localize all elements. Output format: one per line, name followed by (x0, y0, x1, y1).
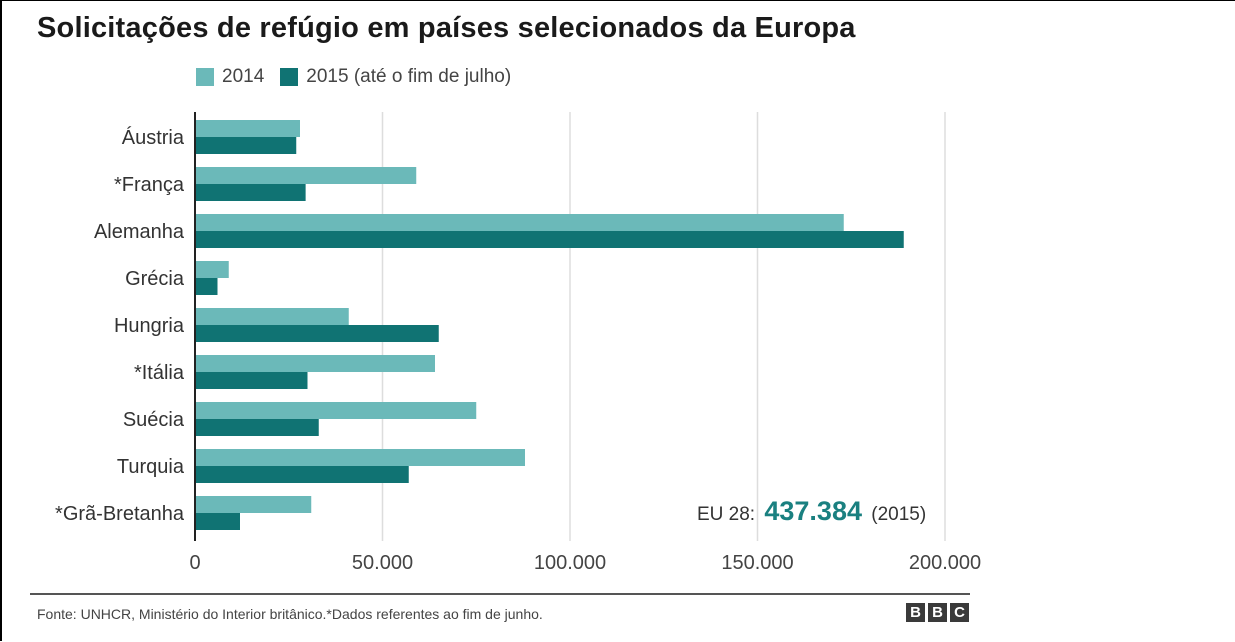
category-label: Alemanha (94, 221, 185, 243)
bar-2014 (195, 496, 312, 513)
legend-swatch-2014 (196, 68, 214, 86)
bar-2014 (195, 167, 417, 184)
category-label: Hungria (114, 315, 185, 337)
chart-legend: 2014 2015 (até o fim de julho) (196, 66, 527, 88)
bar-2014 (195, 308, 349, 325)
bbc-logo-letter: C (950, 603, 969, 622)
chart-title: Solicitações de refúgio em países seleci… (37, 12, 856, 44)
eu-total-annotation: EU 28: 437.384 (2015) (697, 496, 926, 527)
legend-item-2014: 2014 (196, 66, 264, 88)
bar-2015 (195, 278, 218, 295)
bar-2015 (195, 325, 439, 342)
legend-item-2015: 2015 (até o fim de julho) (280, 66, 511, 88)
bar-2014 (195, 120, 300, 137)
x-tick-label: 0 (189, 552, 200, 574)
category-label: *França (114, 174, 185, 196)
category-label: *Grã-Bretanha (55, 503, 185, 525)
x-tick-label: 50.000 (352, 552, 413, 574)
category-label: Grécia (125, 268, 185, 290)
footer-divider (30, 593, 970, 595)
legend-swatch-2015 (280, 68, 299, 86)
x-tick-label: 100.000 (534, 552, 606, 574)
eu-total-value: 437.384 (764, 496, 862, 526)
category-label: Áustria (122, 126, 185, 149)
x-tick-label: 200.000 (909, 552, 981, 574)
category-label: Turquia (117, 456, 185, 478)
legend-label-2014: 2014 (222, 66, 265, 87)
bar-2015 (195, 231, 904, 248)
legend-label-2015: 2015 (até o fim de julho) (306, 66, 512, 87)
bar-2014 (195, 355, 435, 372)
bar-2014 (195, 261, 229, 278)
source-note: Fonte: UNHCR, Ministério do Interior bri… (37, 606, 543, 622)
eu-total-prefix: EU 28: (697, 504, 756, 525)
bar-2014 (195, 402, 477, 419)
eu-total-suffix: (2015) (871, 504, 927, 525)
bar-2014 (195, 449, 525, 466)
bar-2015 (195, 513, 240, 530)
bbc-logo-letter: B (928, 603, 947, 622)
bar-2015 (195, 137, 297, 154)
bbc-logo-letter: B (906, 603, 925, 622)
category-label: *Itália (134, 362, 185, 384)
bar-2015 (195, 184, 306, 201)
bar-2014 (195, 214, 844, 231)
x-tick-label: 150.000 (721, 552, 793, 574)
bbc-logo: B B C (906, 603, 969, 622)
bar-2015 (195, 466, 409, 483)
bar-2015 (195, 372, 308, 389)
bar-chart: 0 50.000 100.000 150.000 200.000 Áustria *Fran… (55, 112, 981, 574)
category-label: Suécia (123, 409, 185, 431)
bar-2015 (195, 419, 319, 436)
